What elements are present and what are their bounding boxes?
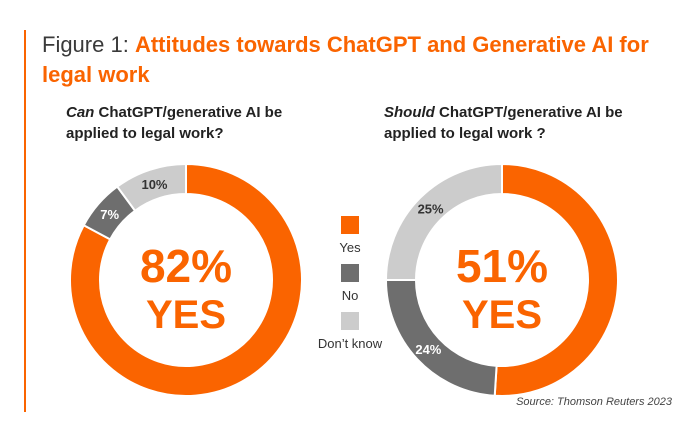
figure-title-text: Attitudes towards ChatGPT and Generative… (42, 32, 649, 87)
donut-slice-don-t-know (384, 162, 503, 281)
donut-slice-yes (493, 162, 619, 397)
legend-swatch-no (341, 264, 359, 282)
source-note: Source: Thomson Reuters 2023 (516, 396, 672, 408)
donut-slice-don-t-know (115, 162, 187, 213)
slice-value-label: 24% (415, 342, 441, 357)
center-value: 82% (140, 240, 232, 292)
figure-title: Figure 1: Attitudes towards ChatGPT and … (42, 30, 662, 90)
accent-rule (24, 30, 26, 412)
legend-item-dont-know: Don’t know (290, 312, 410, 351)
donut-chart-can: 7% 10% 82%YES (69, 162, 303, 397)
chart-subtitle-should: Should ChatGPT/generative AI be applied … (384, 102, 624, 144)
slice-value-label: 7% (100, 207, 119, 222)
legend-swatch-yes (341, 216, 359, 234)
slice-value-label: 25% (418, 202, 444, 217)
center-label: YES (146, 293, 226, 337)
subtitle-text: ChatGPT/generative AI be applied to lega… (66, 104, 283, 142)
subtitle-emphasis: Can (66, 104, 95, 121)
subtitle-emphasis: Should (384, 104, 435, 121)
center-label: YES (462, 293, 542, 337)
figure-label: Figure 1: (42, 32, 129, 57)
donut-chart-should: 24% 25% 51%YES (384, 162, 619, 397)
slice-value-label: 10% (141, 177, 167, 192)
center-value: 51% (456, 240, 548, 292)
legend-item-no: No (290, 264, 410, 303)
chart-subtitle-can: Can ChatGPT/generative AI be applied to … (66, 102, 306, 144)
legend-label-yes: Yes (339, 240, 361, 255)
legend-label-dont-know: Don’t know (317, 336, 383, 351)
legend-swatch-dont-know (341, 312, 359, 330)
subtitle-text: ChatGPT/generative AI be applied to lega… (384, 104, 623, 142)
legend-label-no: No (341, 288, 359, 303)
legend-item-yes: Yes (290, 216, 410, 255)
donut-slice-yes (69, 162, 303, 397)
